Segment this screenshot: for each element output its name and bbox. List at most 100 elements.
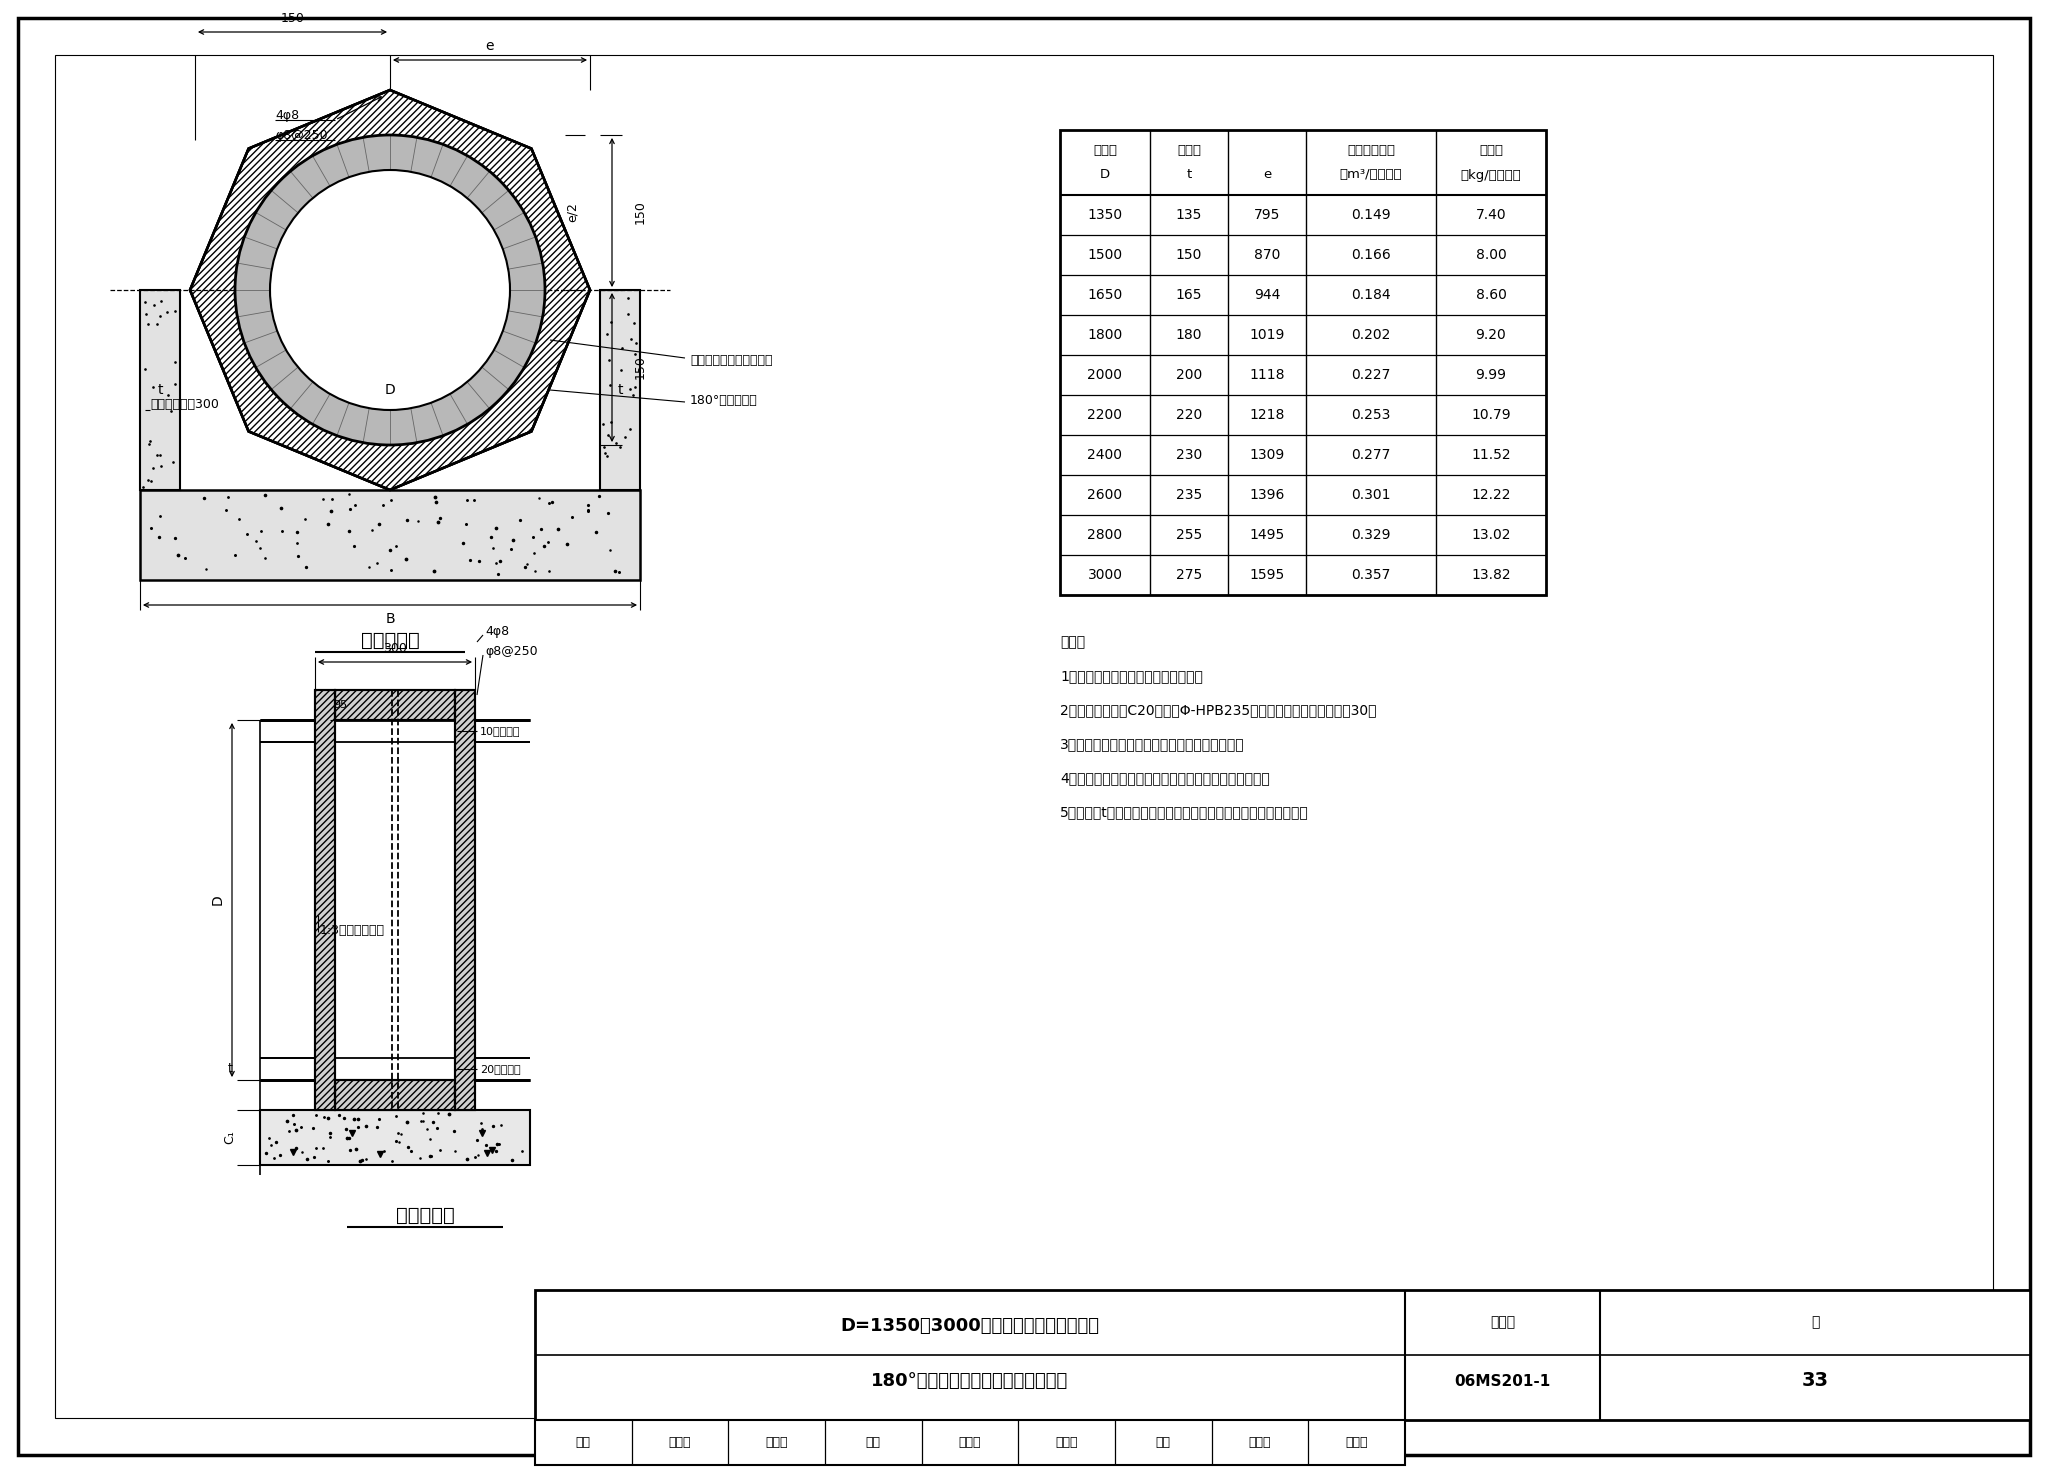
Text: 200: 200 bbox=[1176, 368, 1202, 382]
Bar bbox=[260, 1058, 530, 1080]
Text: 管壁厚: 管壁厚 bbox=[1178, 143, 1200, 156]
Text: 870: 870 bbox=[1253, 247, 1280, 262]
Text: 0.149: 0.149 bbox=[1352, 208, 1391, 222]
Text: 0.301: 0.301 bbox=[1352, 488, 1391, 502]
Text: t: t bbox=[158, 383, 162, 398]
Text: 2400: 2400 bbox=[1087, 448, 1122, 463]
Text: D: D bbox=[1100, 168, 1110, 181]
Text: 150: 150 bbox=[281, 12, 305, 25]
Text: 图集号: 图集号 bbox=[1491, 1315, 1516, 1330]
Text: 温丽晖: 温丽晖 bbox=[1249, 1436, 1272, 1449]
Text: 13.82: 13.82 bbox=[1470, 569, 1511, 582]
Bar bbox=[315, 689, 336, 1111]
Text: D: D bbox=[385, 383, 395, 398]
Text: 275: 275 bbox=[1176, 569, 1202, 582]
Text: 设计: 设计 bbox=[1155, 1436, 1171, 1449]
Text: 4φ8: 4φ8 bbox=[274, 109, 299, 121]
Text: 300: 300 bbox=[383, 642, 408, 654]
Bar bbox=[336, 689, 455, 720]
Text: 06MS201-1: 06MS201-1 bbox=[1454, 1373, 1550, 1389]
Text: 0.166: 0.166 bbox=[1352, 247, 1391, 262]
Text: 1396: 1396 bbox=[1249, 488, 1284, 502]
Text: 0.357: 0.357 bbox=[1352, 569, 1391, 582]
Bar bbox=[1061, 130, 1546, 595]
Text: 230: 230 bbox=[1176, 448, 1202, 463]
Text: 8.00: 8.00 bbox=[1477, 247, 1507, 262]
Polygon shape bbox=[190, 90, 590, 491]
Bar bbox=[455, 689, 475, 1111]
Text: 1309: 1309 bbox=[1249, 448, 1284, 463]
Text: 1495: 1495 bbox=[1249, 527, 1284, 542]
Text: 20（企口）: 20（企口） bbox=[479, 1064, 520, 1074]
Text: 135: 135 bbox=[1176, 208, 1202, 222]
Circle shape bbox=[236, 136, 545, 445]
Text: t: t bbox=[1186, 168, 1192, 181]
Bar bbox=[336, 1080, 455, 1111]
Bar bbox=[260, 720, 530, 742]
Text: 12.22: 12.22 bbox=[1470, 488, 1511, 502]
Text: 9.20: 9.20 bbox=[1477, 328, 1507, 342]
Text: 钢筋伸入基础300: 钢筋伸入基础300 bbox=[150, 399, 219, 411]
Text: t: t bbox=[227, 1062, 231, 1075]
Text: 944: 944 bbox=[1253, 289, 1280, 302]
Text: 盛英节: 盛英节 bbox=[958, 1436, 981, 1449]
Text: 审核: 审核 bbox=[575, 1436, 590, 1449]
Text: 王镶山: 王镶山 bbox=[670, 1436, 692, 1449]
Text: 165: 165 bbox=[1176, 289, 1202, 302]
Text: 页: 页 bbox=[1810, 1315, 1819, 1330]
Text: e/2: e/2 bbox=[565, 203, 578, 222]
Text: 10（平口）: 10（平口） bbox=[479, 726, 520, 736]
Text: 1650: 1650 bbox=[1087, 289, 1122, 302]
Text: 150: 150 bbox=[633, 200, 647, 224]
Text: 2200: 2200 bbox=[1087, 408, 1122, 421]
Text: D=1350～3000钢筋混凝土平口及企口管: D=1350～3000钢筋混凝土平口及企口管 bbox=[840, 1317, 1100, 1336]
Text: B: B bbox=[385, 611, 395, 626]
Bar bbox=[336, 689, 455, 720]
Text: 套环混凝土量: 套环混凝土量 bbox=[1348, 143, 1395, 156]
Text: 255: 255 bbox=[1176, 527, 1202, 542]
Text: 戢羲节: 戢羲节 bbox=[1055, 1436, 1077, 1449]
Text: 3．在现浇套环宽度内管外壁凿毛、刷净、润湿。: 3．在现浇套环宽度内管外壁凿毛、刷净、润湿。 bbox=[1061, 736, 1245, 751]
Text: D: D bbox=[211, 894, 225, 906]
Text: 说明：: 说明： bbox=[1061, 635, 1085, 650]
Text: 1:3水泥砂浆填缝: 1:3水泥砂浆填缝 bbox=[319, 924, 385, 937]
Text: 11.52: 11.52 bbox=[1470, 448, 1511, 463]
Text: 2．套环混凝土为C20；钢筋Φ-HPB235；箍筋的混凝土净保护层为30。: 2．套环混凝土为C20；钢筋Φ-HPB235；箍筋的混凝土净保护层为30。 bbox=[1061, 703, 1376, 717]
Bar bbox=[455, 689, 475, 1111]
Bar bbox=[535, 1420, 1405, 1466]
Text: φ8@250: φ8@250 bbox=[485, 645, 539, 658]
Text: 1019: 1019 bbox=[1249, 328, 1284, 342]
Bar bbox=[600, 290, 639, 491]
Text: 10.79: 10.79 bbox=[1470, 408, 1511, 421]
Text: 95: 95 bbox=[334, 700, 346, 710]
Text: 1218: 1218 bbox=[1249, 408, 1284, 421]
Text: 2800: 2800 bbox=[1087, 527, 1122, 542]
Text: C₁: C₁ bbox=[223, 1131, 236, 1145]
Text: 795: 795 bbox=[1253, 208, 1280, 222]
Text: 0.202: 0.202 bbox=[1352, 328, 1391, 342]
Text: 3000: 3000 bbox=[1087, 569, 1122, 582]
Text: e: e bbox=[485, 38, 494, 53]
Text: 1118: 1118 bbox=[1249, 368, 1284, 382]
Text: t: t bbox=[616, 383, 623, 398]
Text: φ8@250: φ8@250 bbox=[274, 128, 328, 141]
Text: 0.227: 0.227 bbox=[1352, 368, 1391, 382]
Text: 1595: 1595 bbox=[1249, 569, 1284, 582]
Text: 235: 235 bbox=[1176, 488, 1202, 502]
Text: 1500: 1500 bbox=[1087, 247, 1122, 262]
Text: 150: 150 bbox=[1176, 247, 1202, 262]
Bar bbox=[315, 689, 336, 1111]
Text: 0.184: 0.184 bbox=[1352, 289, 1391, 302]
Text: 180°混凝土基础现浇混凝土套环接口: 180°混凝土基础现浇混凝土套环接口 bbox=[870, 1371, 1069, 1391]
Text: 180°混凝土管基: 180°混凝土管基 bbox=[690, 393, 758, 407]
Text: 33: 33 bbox=[1802, 1371, 1829, 1391]
Text: 管基与套环相接处应凿毛: 管基与套环相接处应凿毛 bbox=[690, 354, 772, 367]
Text: 0.277: 0.277 bbox=[1352, 448, 1391, 463]
Text: 220: 220 bbox=[1176, 408, 1202, 421]
Text: 接口纵断面: 接口纵断面 bbox=[395, 1205, 455, 1224]
Bar bbox=[139, 491, 639, 580]
Text: 180: 180 bbox=[1176, 328, 1202, 342]
Text: 温润室: 温润室 bbox=[1346, 1436, 1368, 1449]
Bar bbox=[336, 1080, 455, 1111]
Text: 管内径: 管内径 bbox=[1094, 143, 1116, 156]
